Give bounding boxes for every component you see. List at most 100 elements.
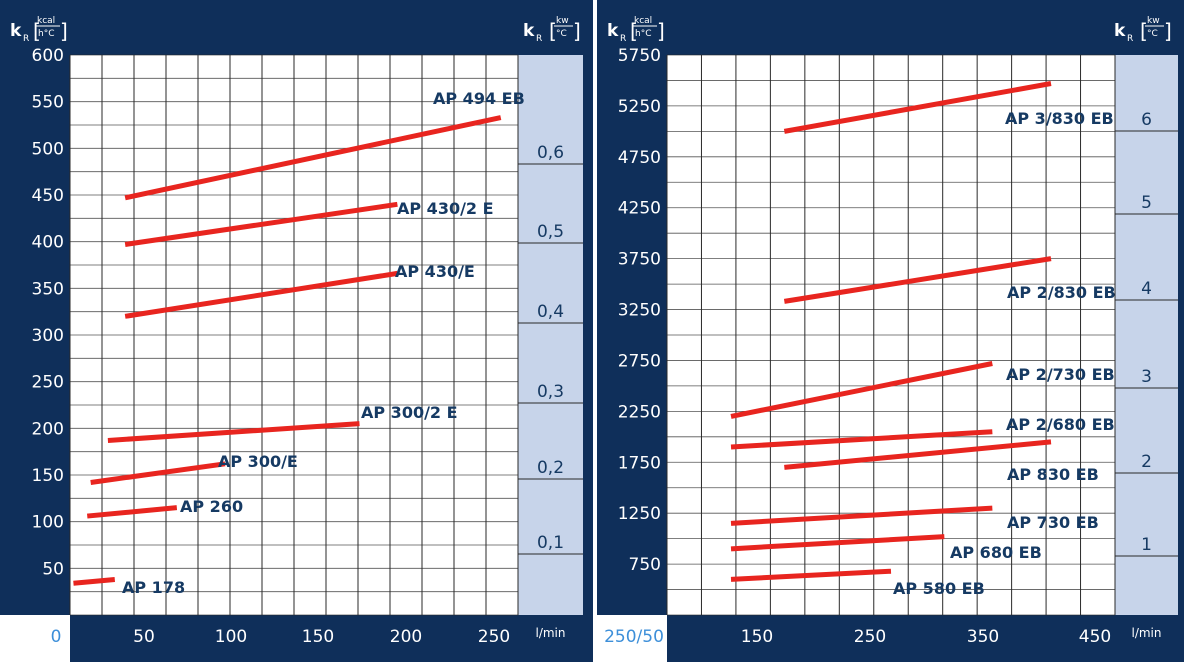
series-label: AP 3/830 EB [1005,109,1114,128]
y-axis-left-subscript: R [23,34,29,44]
series-label: AP 494 EB [433,89,525,108]
y-axis-left-bracket-close: ] [657,19,665,43]
series-label: AP 430/E [395,262,475,281]
y2-tick-label: 0,5 [537,222,564,242]
y2-tick-label: 0,6 [537,143,564,163]
y-tick-label: 3750 [618,250,661,270]
y-axis-right-bracket-open: [ [1140,19,1148,43]
y2-tick-label: 2 [1141,452,1152,472]
chart-panel-right: 750 1250 1750 2250 2750 3250 3750 4250 4750 5250 5… [597,0,1184,662]
origin-corner [597,615,667,662]
y-axis-left-unit-numerator: kcal [634,16,652,26]
series-label: AP 2/830 EB [1007,283,1116,302]
chart-right-svg: 7501250175022502750325037504250475052505… [597,0,1184,662]
y-tick-label: 4250 [618,199,661,219]
y-tick-label: 3250 [618,301,661,321]
x-origin-label: 250/50 [604,627,664,647]
y-axis-left-bracket-open: [ [630,19,638,43]
y-axis-right-symbol: k [523,21,535,41]
series-line [86,505,178,519]
series-line [124,201,398,247]
secondary-axis-band [518,55,583,615]
x-tick-label: 50 [133,627,155,647]
series-line [124,115,502,201]
y-axis-left-unit-numerator: kcal [37,16,55,26]
y-tick-label: 250 [32,373,64,393]
y-axis-right-unit-numerator: kw [556,16,569,26]
x-tick-label: 0 [51,627,62,647]
series-line [730,361,993,419]
y2-tick-label: 6 [1141,110,1152,130]
y-tick-label: 4750 [618,148,661,168]
chart-panel-left: 50 100 150 200 250 300 350 400 450 500 550 600 0,1 0,… [0,0,593,662]
x-tick-label: 450 [1079,627,1111,647]
series-line [783,81,1052,134]
y-axis-right-unit-numerator: kw [1147,16,1160,26]
x-axis-label: l/min [1131,626,1161,640]
y2-tick-label: 5 [1141,193,1152,213]
y-axis-right-unit-denominator: °C [1147,29,1158,39]
x-tick-label: 250 [854,627,886,647]
x-tick-label: 200 [390,627,422,647]
series-label: AP 730 EB [1007,513,1099,532]
y2-tick-label: 4 [1141,279,1152,299]
series-line [784,439,1052,470]
series-line [730,534,945,552]
y-axis-right-unit-denominator: °C [556,29,567,39]
x-tick-label: 350 [967,627,999,647]
x-axis-label: l/min [535,626,565,640]
series-line [90,461,226,485]
x-tick-label: 250 [478,627,510,647]
series-line [730,505,993,526]
y-axis-left-bracket-open: [ [33,19,41,43]
y-axis-left-bracket-close: ] [60,19,68,43]
chart-left-svg: 501001502002503003504004505005506000,10,… [0,0,593,662]
y-axis-left-unit-denominator: h°C [38,29,55,39]
series-label: AP 430/2 E [397,199,494,218]
y-tick-label: 300 [32,326,64,346]
x-tick-label: 150 [741,627,773,647]
y-tick-label: 350 [32,279,64,299]
series-label: AP 680 EB [950,543,1042,562]
series-label: AP 2/730 EB [1006,365,1115,384]
x-tick-label: 100 [215,627,247,647]
y-axis-left-unit-denominator: h°C [635,29,652,39]
y2-tick-label: 0,4 [537,302,564,322]
y-axis-right-bracket-open: [ [549,19,557,43]
y-tick-label: 750 [629,555,661,575]
series-line [783,256,1052,304]
y-axis-right-symbol: k [1114,21,1126,41]
y-tick-label: 5750 [618,46,661,66]
series-label: AP 300/E [218,452,298,471]
y-axis-right-bracket-close: ] [573,19,581,43]
series-line [73,577,116,586]
series-line [730,429,993,450]
y-tick-label: 150 [32,466,64,486]
y2-tick-label: 1 [1141,535,1152,555]
series-label: AP 580 EB [893,579,985,598]
y-axis-left-symbol: k [10,21,22,41]
series-label: AP 260 [180,497,243,516]
series-label: AP 830 EB [1007,465,1099,484]
series-label: AP 2/680 EB [1006,415,1115,434]
y-tick-label: 450 [32,186,64,206]
series-line [730,568,892,582]
y-tick-label: 2250 [618,402,661,422]
y-tick-label: 600 [32,46,64,66]
x-tick-label: 150 [302,627,334,647]
y2-tick-label: 0,3 [537,382,564,402]
y-axis-right-bracket-close: ] [1164,19,1172,43]
series-label: AP 300/2 E [361,403,458,422]
y-tick-label: 550 [32,93,64,113]
series-label: AP 178 [122,578,185,597]
series-line [124,270,398,319]
y2-tick-label: 3 [1141,367,1152,387]
y-axis-right-subscript: R [536,34,542,44]
y-tick-label: 5250 [618,97,661,117]
y2-tick-label: 0,1 [537,533,564,553]
y-axis-left-symbol: k [607,21,619,41]
series-line [107,421,360,443]
y-tick-label: 100 [32,513,64,533]
y2-tick-label: 0,2 [537,458,564,478]
y-axis-right-subscript: R [1127,34,1133,44]
